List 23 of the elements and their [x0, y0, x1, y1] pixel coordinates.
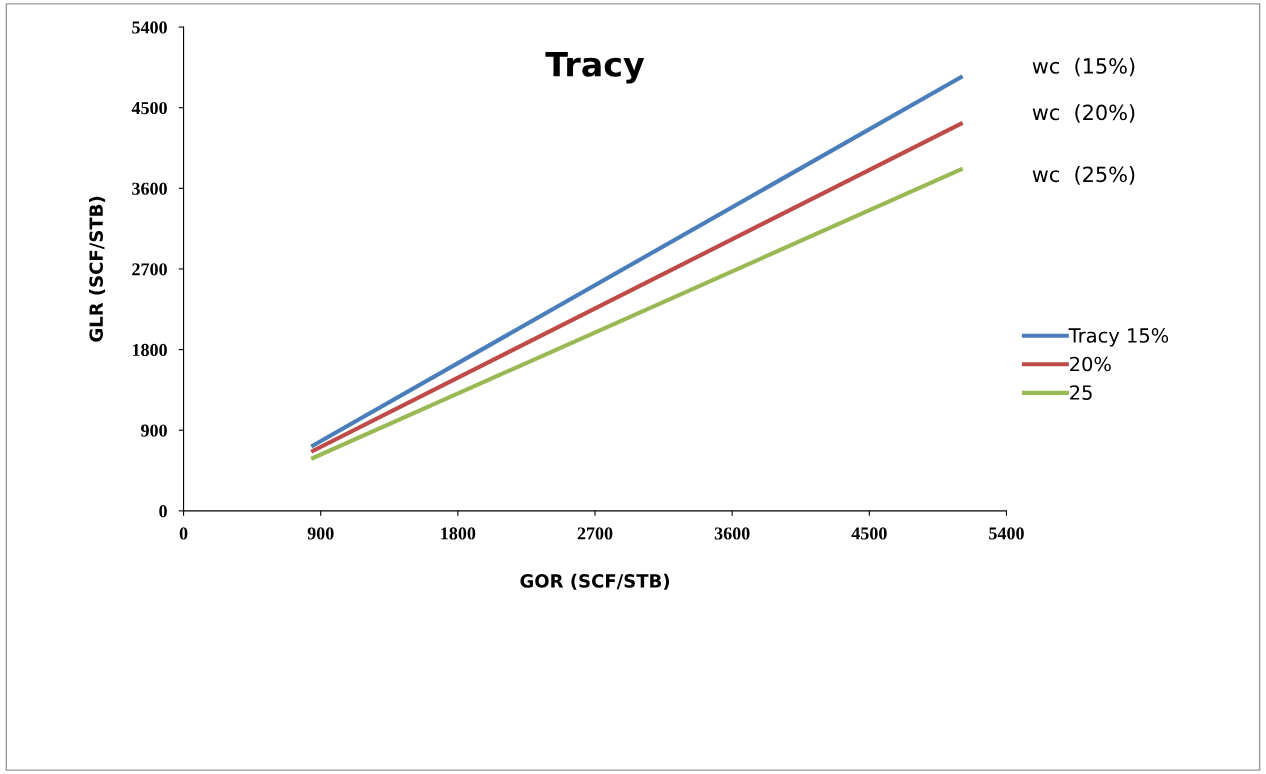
y-tick-label: 3600: [132, 182, 167, 195]
text: Tracy: [545, 52, 645, 84]
y-tick-label: 1800: [132, 343, 167, 357]
y-tick-label: 0: [159, 505, 167, 518]
legend-label: Tracy 15%: [1068, 328, 1169, 347]
y-tick-label: 4500: [131, 101, 167, 115]
x-tick-label: 3600: [714, 527, 750, 540]
x-tick-label: 4500: [851, 527, 887, 540]
y-axis-title: GLR (SCF/STB): [89, 196, 106, 342]
x-tick-label: 0: [179, 527, 188, 540]
x-tick-label: 2700: [577, 527, 613, 540]
text: wc (25%): [1032, 166, 1135, 185]
text: wc (15%): [1032, 57, 1135, 77]
y-tick-label: 2700: [132, 263, 167, 276]
y-tick-label: 900: [141, 424, 167, 437]
x-tick-label: 1800: [441, 527, 476, 540]
legend-label: 20%: [1070, 356, 1111, 372]
x-tick-label: 900: [307, 527, 334, 540]
x-tick-label: 5400: [989, 527, 1024, 540]
y-tick-label: 5400: [132, 21, 167, 34]
text: wc (20%): [1032, 104, 1135, 123]
legend-label: 25: [1070, 385, 1092, 400]
x-axis-title: GOR (SCF/STB): [520, 573, 670, 590]
